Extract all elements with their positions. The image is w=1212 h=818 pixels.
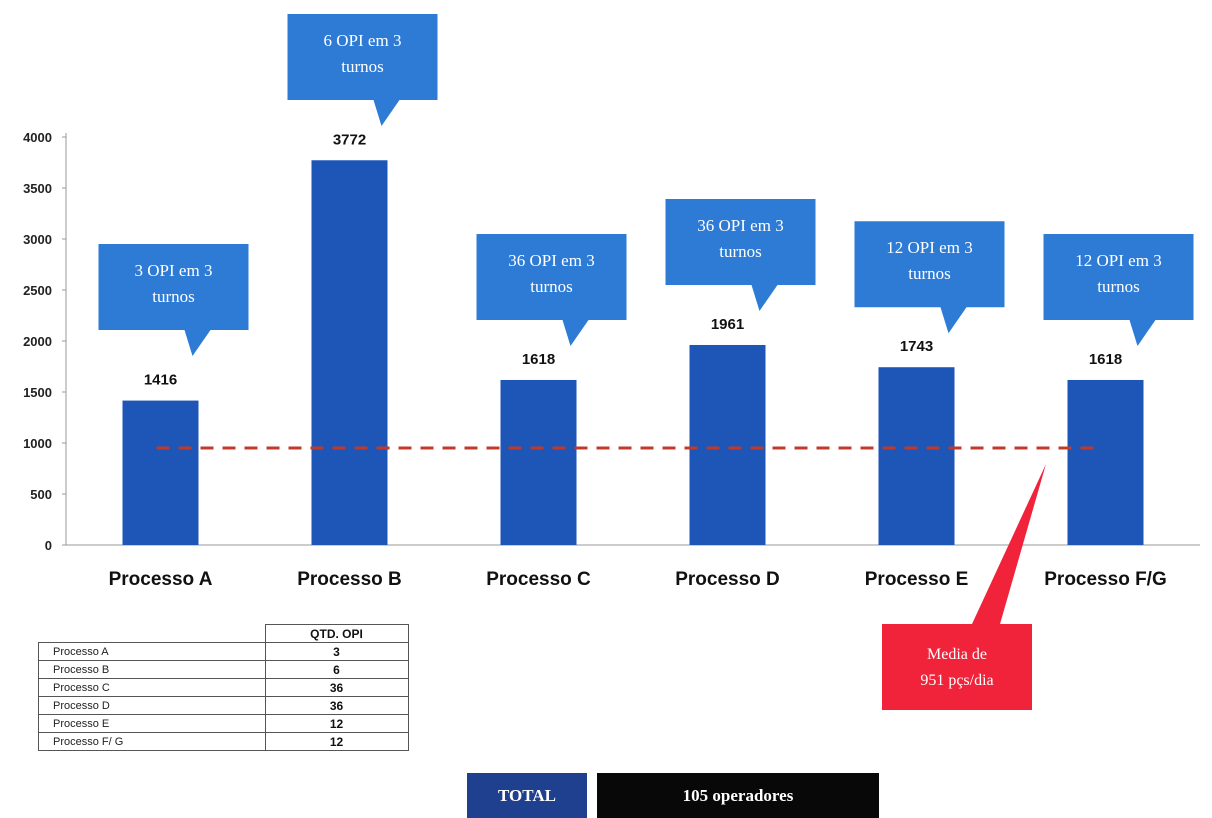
table-row: Processo D 36: [38, 696, 409, 715]
callout-line1: 12 OPI em 3: [1075, 251, 1161, 270]
table-header-row: QTD. OPI: [39, 624, 409, 643]
callout-line1: 36 OPI em 3: [697, 216, 783, 235]
x-tick-label: Processo C: [486, 569, 591, 590]
x-tick-label: Processo B: [297, 569, 402, 590]
callout-bubble: [1043, 233, 1194, 346]
x-tick-label: Processo F/G: [1044, 569, 1167, 590]
y-tick-label: 2000: [23, 334, 52, 349]
table-row: Processo F/ G 12: [38, 732, 409, 751]
data-label: 1618: [522, 351, 555, 368]
table-body: Processo A 3 Processo B 6 Processo C 36 Proces…: [38, 642, 409, 751]
callout-bubble: [854, 221, 1005, 334]
table-header-blank: [39, 625, 266, 643]
average-callout-line2: 951 pçs/dia: [920, 672, 993, 689]
data-label: 1961: [711, 316, 744, 333]
table-header-qty: QTD. OPI: [264, 624, 409, 643]
table-cell-process: Processo B: [38, 660, 266, 679]
data-label: 1743: [900, 338, 933, 355]
y-tick-label: 4000: [23, 130, 52, 145]
bar: [122, 400, 199, 545]
opi-table: QTD. OPI Processo A 3 Processo B 6 Processo …: [38, 624, 409, 751]
callout-line2: turnos: [152, 287, 195, 306]
table-cell-qty: 6: [264, 660, 409, 679]
callout-line1: 36 OPI em 3: [508, 251, 594, 270]
callout-line1: 3 OPI em 3: [135, 261, 213, 280]
callout-line1: 6 OPI em 3: [324, 31, 402, 50]
total-value: 105 operadores: [682, 785, 794, 805]
average-callout-bubble: [882, 463, 1046, 710]
callout-bubble: [98, 244, 249, 356]
callout-line2: turnos: [719, 242, 762, 261]
table-cell-qty: 36: [264, 678, 409, 697]
callout-bubble: [476, 233, 627, 346]
callout-line1: 12 OPI em 3: [886, 238, 972, 257]
data-label: 1618: [1089, 351, 1122, 368]
callout-line2: turnos: [908, 264, 951, 283]
table-row: Processo C 36: [38, 678, 409, 697]
x-tick-label: Processo A: [109, 569, 213, 590]
callout-line2: turnos: [530, 277, 573, 296]
data-label: 1416: [144, 372, 177, 389]
callout-bubble: [665, 198, 816, 311]
y-tick-label: 0: [45, 538, 52, 553]
bar: [878, 367, 955, 545]
callout-bubble: [287, 14, 438, 126]
x-tick-label: Processo D: [675, 569, 780, 590]
bar: [311, 160, 388, 546]
table-cell-process: Processo A: [38, 642, 266, 661]
callout-line2: turnos: [1097, 277, 1140, 296]
y-tick-label: 500: [30, 487, 52, 502]
average-callout-line1: Media de: [927, 646, 987, 663]
y-tick-label: 3500: [23, 181, 52, 196]
table-cell-qty: 12: [264, 732, 409, 751]
table-cell-process: Processo C: [38, 678, 266, 697]
table-cell-qty: 36: [264, 696, 409, 715]
table-cell-process: Processo D: [38, 696, 266, 715]
callout-line2: turnos: [341, 57, 384, 76]
total-label-box: TOTAL: [467, 773, 587, 818]
table-cell-qty: 3: [264, 642, 409, 661]
table-cell-qty: 12: [264, 714, 409, 733]
y-tick-label: 1000: [23, 436, 52, 451]
table-cell-process: Processo F/ G: [38, 732, 266, 751]
total-label: TOTAL: [498, 785, 556, 805]
total-value-box: 105 operadores: [597, 773, 879, 818]
table-row: Processo E 12: [38, 714, 409, 733]
y-tick-label: 2500: [23, 283, 52, 298]
x-tick-label: Processo E: [865, 569, 969, 590]
y-tick-label: 1500: [23, 385, 52, 400]
bar: [500, 379, 577, 545]
table-cell-process: Processo E: [38, 714, 266, 733]
bar: [689, 344, 766, 545]
y-tick-label: 3000: [23, 232, 52, 247]
bar: [1067, 379, 1144, 545]
data-label: 3772: [333, 131, 366, 148]
